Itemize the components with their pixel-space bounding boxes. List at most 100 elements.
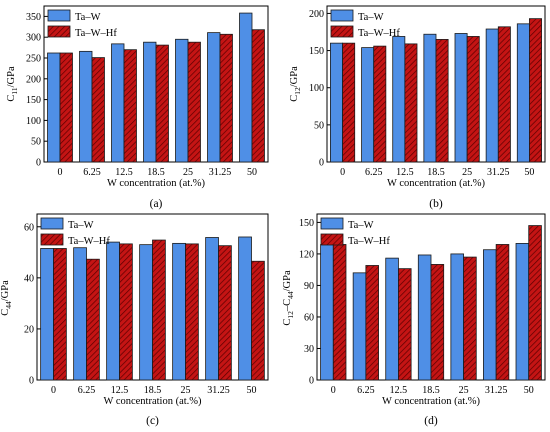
bar-ta-w-hf-2 — [398, 268, 412, 381]
x-tick-label: 50 — [524, 385, 534, 396]
x-tick-label: 0 — [58, 167, 63, 178]
y-tick-label: 0 — [319, 158, 324, 169]
legend-swatch-ta-w — [40, 217, 64, 230]
y-tick-label: 250 — [26, 54, 41, 65]
x-tick-label: 25 — [462, 167, 472, 178]
bar-ta-w-1 — [361, 47, 375, 163]
legend-label: Ta–W–Hf — [68, 236, 110, 247]
x-tick-label: 6.25 — [83, 167, 101, 178]
bar-ta-w-hf-0 — [342, 42, 356, 163]
y-tick-label: 100 — [309, 83, 324, 94]
legend-label: Ta–W — [75, 12, 101, 23]
bar-ta-w-hf-0 — [59, 52, 73, 163]
x-axis-label: W concentration (at.%) — [103, 396, 202, 407]
bar-ta-w-3 — [139, 244, 153, 381]
bar-ta-w-4 — [172, 242, 186, 381]
y-label-part: /GPa — [6, 66, 17, 87]
y-label-part: –C — [282, 299, 293, 312]
legend-label: Ta–W–Hf — [348, 236, 390, 247]
y-tick-label: 150 — [309, 46, 324, 57]
y-tick-label: 60 — [24, 222, 34, 233]
chart-panel-d: 0 30 60 90 120 150 0 6.25 12.5 18.5 25 31.25 50 Ta–W T… — [282, 213, 546, 427]
bar-ta-w-5 — [485, 28, 499, 163]
bar-ta-w-4 — [454, 33, 468, 163]
y-label-part: C — [289, 95, 300, 102]
panel-label: (a) — [150, 198, 163, 210]
x-tick-label: 12.5 — [115, 167, 133, 178]
y-label-subscript: 44 — [286, 291, 295, 299]
y-tick-label: 60 — [304, 312, 314, 323]
bar-ta-w-5 — [205, 237, 219, 381]
x-tick-label: 31.25 — [209, 167, 232, 178]
bar-ta-w-hf-3 — [155, 44, 169, 163]
x-tick-label: 25 — [459, 385, 469, 396]
x-tick-label: 25 — [183, 167, 193, 178]
chart-panel-b: 0 50 100 150 200 0 6.25 12.5 18.5 25 31.25 50 Ta–W Ta… — [289, 5, 546, 210]
y-label-part: C — [0, 309, 11, 316]
bar-ta-w-2 — [111, 43, 125, 163]
bar-ta-w-hf-1 — [365, 265, 379, 381]
x-tick-label: 12.5 — [396, 167, 414, 178]
y-label-subscript: 11 — [10, 87, 19, 94]
x-tick-label: 50 — [247, 385, 257, 396]
x-tick-label: 12.5 — [390, 385, 408, 396]
bar-ta-w-1 — [79, 50, 93, 163]
bar-ta-w-hf-0 — [53, 248, 67, 381]
legend-label: Ta–W–Hf — [358, 28, 400, 39]
bar-ta-w-hf-1 — [86, 258, 100, 381]
legend-swatch-ta-w — [320, 217, 344, 230]
bar-ta-w-hf-6 — [251, 29, 265, 163]
bar-ta-w-hf-3 — [435, 39, 449, 163]
bar-ta-w-hf-4 — [187, 41, 201, 163]
legend-swatch-ta-w-hf — [40, 233, 64, 246]
x-tick-label: 18.5 — [144, 385, 162, 396]
y-label-part: C — [6, 95, 17, 102]
y-tick-label: 150 — [299, 218, 314, 229]
y-label-part: /GPa — [282, 270, 293, 291]
x-tick-label: 18.5 — [422, 385, 440, 396]
y-tick-label: 200 — [309, 9, 324, 20]
x-tick-label: 31.25 — [487, 167, 510, 178]
bar-ta-w-5 — [483, 249, 497, 381]
bar-ta-w-0 — [40, 248, 54, 381]
bar-ta-w-hf-6 — [529, 18, 542, 163]
y-tick-label: 0 — [309, 376, 314, 387]
bar-ta-w-hf-5 — [219, 33, 233, 163]
legend-swatch-ta-w — [330, 9, 354, 22]
x-tick-label: 0 — [340, 167, 345, 178]
y-tick-label: 150 — [26, 95, 41, 106]
legend-swatch-ta-w-hf — [330, 25, 354, 38]
y-label-part: /GPa — [289, 66, 300, 87]
bar-ta-w-6 — [516, 23, 530, 163]
legend-label: Ta–W — [358, 12, 384, 23]
bar-ta-w-3 — [423, 33, 437, 163]
bar-ta-w-2 — [385, 257, 399, 381]
legend-label: Ta–W — [348, 220, 374, 231]
bar-ta-w-3 — [417, 254, 432, 381]
bar-ta-w-hf-0 — [332, 244, 347, 381]
y-axis-label: C44/GPa — [0, 280, 13, 316]
x-tick-label: 6.25 — [365, 167, 383, 178]
y-label-part: C — [282, 319, 293, 326]
y-tick-label: 120 — [299, 249, 314, 260]
bar-ta-w-0 — [320, 244, 334, 381]
bar-ta-w-hf-2 — [404, 43, 418, 163]
y-tick-label: 200 — [26, 74, 41, 85]
y-label-part: /GPa — [0, 280, 11, 301]
x-tick-label: 25 — [181, 385, 191, 396]
y-tick-label: 50 — [314, 120, 324, 131]
y-label-subscript: 12 — [286, 311, 295, 319]
x-tick-label: 18.5 — [427, 167, 445, 178]
bar-ta-w-hf-3 — [152, 239, 166, 381]
x-axis-label: W concentration (at.%) — [382, 396, 481, 407]
y-axis-label: C12/GPa — [289, 66, 302, 102]
bar-ta-w-1 — [352, 272, 367, 381]
bar-ta-w-4 — [450, 253, 464, 381]
bar-ta-w-0 — [330, 42, 343, 163]
y-tick-label: 100 — [26, 116, 41, 127]
bar-ta-w-6 — [239, 12, 253, 163]
bar-ta-w-hf-2 — [123, 49, 137, 163]
bar-ta-w-hf-1 — [91, 57, 105, 163]
bar-ta-w-3 — [143, 41, 157, 163]
